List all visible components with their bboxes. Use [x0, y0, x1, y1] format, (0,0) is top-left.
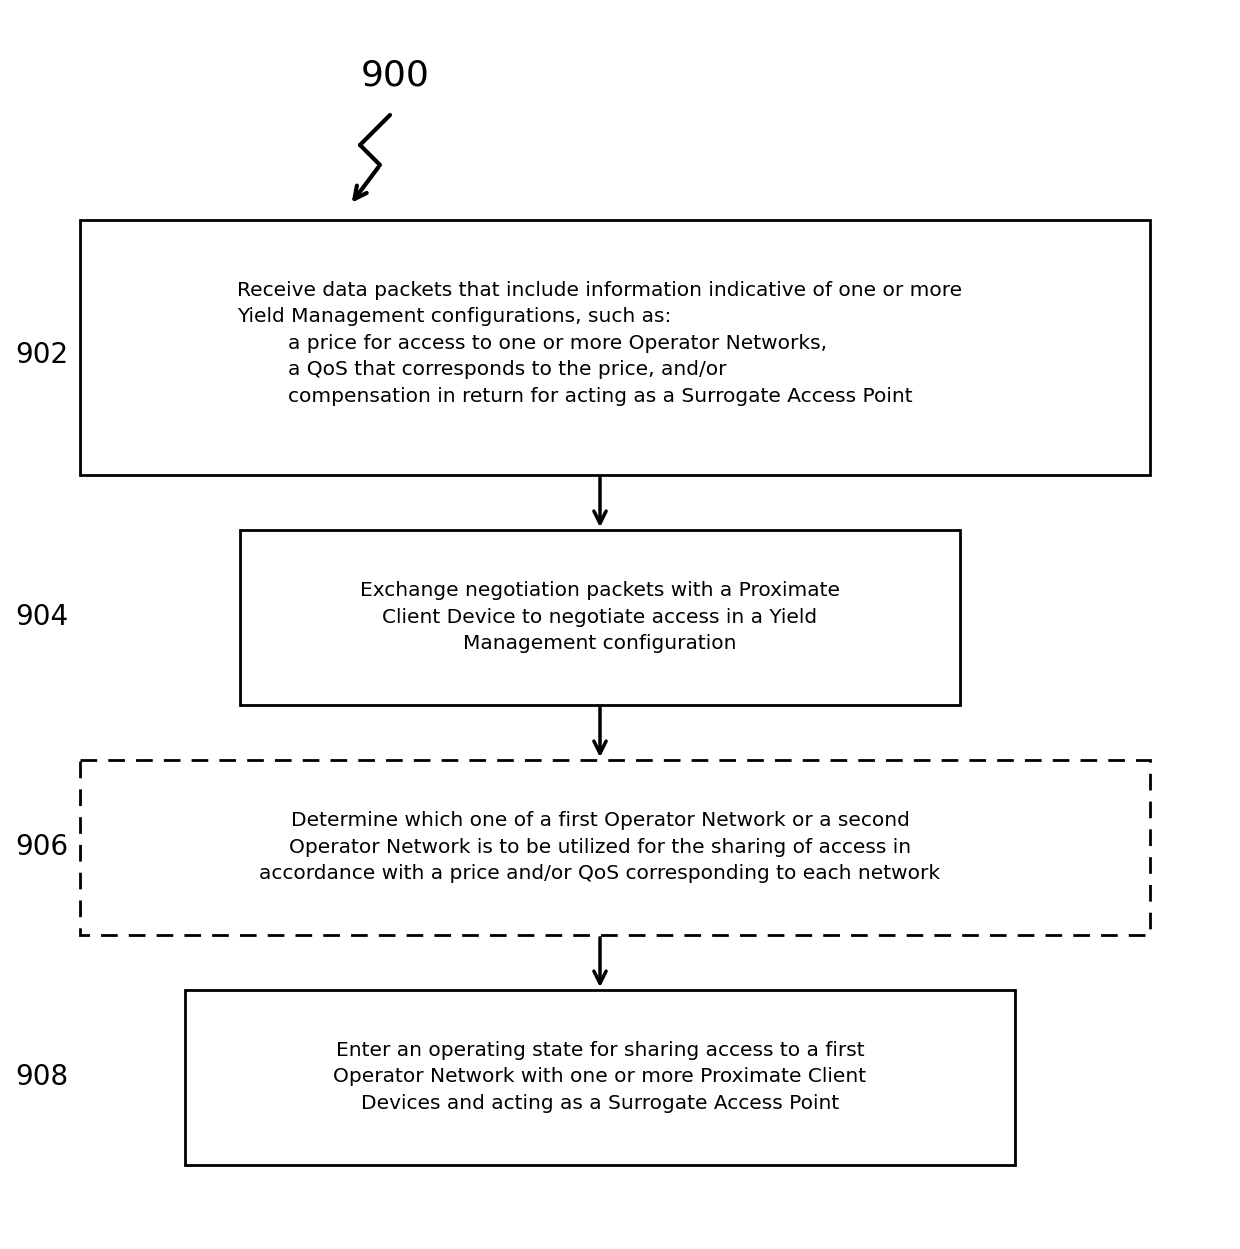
Text: Determine which one of a first Operator Network or a second
Operator Network is : Determine which one of a first Operator …: [259, 811, 941, 883]
Text: 904: 904: [15, 603, 68, 631]
Text: 900: 900: [361, 57, 429, 92]
Text: 902: 902: [15, 341, 68, 368]
Bar: [185, 990, 1016, 1165]
Text: Enter an operating state for sharing access to a first
Operator Network with one: Enter an operating state for sharing acc…: [334, 1040, 867, 1113]
Text: 908: 908: [15, 1063, 68, 1090]
Bar: [81, 759, 1149, 936]
Text: 906: 906: [15, 833, 68, 861]
Bar: [241, 530, 960, 704]
Text: Receive data packets that include information indicative of one or more
Yield Ma: Receive data packets that include inform…: [237, 281, 962, 406]
Bar: [81, 220, 1149, 475]
Text: Exchange negotiation packets with a Proximate
Client Device to negotiate access : Exchange negotiation packets with a Prox…: [360, 581, 839, 653]
